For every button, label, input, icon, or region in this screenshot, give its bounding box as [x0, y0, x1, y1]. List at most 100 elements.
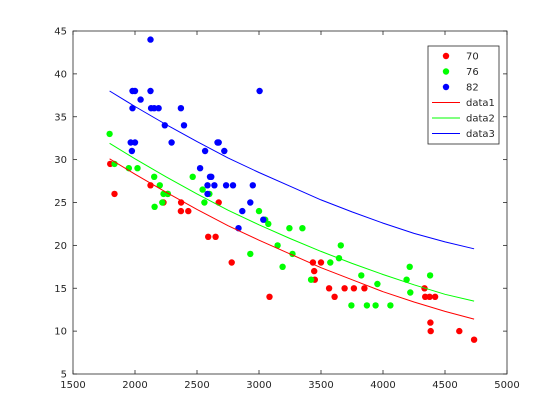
series-layer — [106, 36, 478, 343]
data-point — [196, 165, 204, 172]
data-point — [317, 259, 325, 266]
data-point — [348, 302, 355, 309]
data-point — [137, 96, 144, 103]
data-point — [147, 36, 154, 43]
data-point — [211, 182, 218, 189]
data-point — [260, 216, 267, 223]
legend-entry: data2 — [432, 114, 495, 125]
data-point — [274, 242, 281, 249]
fit-line-data2 — [109, 142, 475, 302]
data-point — [311, 267, 318, 275]
data-point — [106, 130, 113, 138]
y-tick-label: 10 — [54, 327, 67, 338]
legend: 70 76 82 data1 data2 data3 — [427, 45, 500, 145]
data-point — [361, 285, 368, 292]
data-point — [205, 233, 212, 240]
data-point — [155, 105, 162, 112]
data-point — [159, 199, 166, 206]
data-point — [427, 327, 434, 335]
data-point — [407, 289, 414, 296]
data-point — [134, 165, 141, 172]
data-point — [426, 293, 433, 300]
data-point — [286, 225, 293, 232]
data-point — [337, 242, 344, 249]
x-tick-label: 5000 — [494, 380, 519, 391]
y-tick-label: 40 — [54, 69, 67, 80]
data-point — [422, 293, 429, 300]
data-point — [431, 293, 439, 300]
legend-label: 82 — [466, 83, 479, 94]
data-point — [239, 207, 246, 215]
fit-line-data3 — [109, 90, 475, 250]
data-point — [151, 173, 158, 180]
data-point — [161, 122, 168, 129]
data-point — [201, 147, 209, 155]
legend-marker-swatch — [442, 52, 450, 60]
legend-entry: data1 — [432, 98, 495, 109]
legend-entry: 76 — [442, 67, 479, 78]
data-point — [160, 190, 167, 198]
fit-line-data1 — [109, 158, 475, 320]
data-point — [309, 259, 317, 266]
data-point — [372, 302, 379, 309]
data-point — [406, 263, 413, 270]
data-point — [215, 199, 222, 206]
data-point — [470, 336, 478, 343]
data-point — [265, 220, 272, 228]
series-data3 — [109, 90, 475, 250]
data-point — [199, 186, 206, 193]
data-point — [212, 233, 219, 240]
data-point — [204, 182, 211, 189]
x-tick-label: 2500 — [184, 380, 209, 391]
y-axis: 5 10 15 20 25 30 35 40 45 — [54, 27, 507, 381]
series-82 — [127, 36, 267, 232]
data-point — [151, 203, 158, 210]
y-tick-label: 45 — [54, 27, 67, 38]
data-point — [221, 147, 228, 155]
y-tick-label: 20 — [54, 241, 67, 252]
x-tick-label: 1500 — [60, 380, 85, 391]
y-tick-label: 30 — [54, 155, 67, 166]
data-point — [201, 199, 208, 206]
data-point — [247, 250, 254, 258]
data-point — [350, 285, 358, 292]
data-point — [325, 285, 333, 292]
series-data2 — [109, 142, 475, 302]
data-point — [180, 122, 188, 129]
data-point — [128, 147, 136, 155]
data-point — [363, 302, 371, 309]
y-tick-label: 25 — [54, 198, 67, 209]
legend-label: data2 — [466, 114, 495, 125]
data-point — [151, 105, 158, 112]
data-point — [228, 259, 235, 266]
data-point — [208, 173, 215, 180]
x-tick-label: 4000 — [370, 380, 395, 391]
legend-label: 76 — [466, 67, 479, 78]
data-point — [222, 182, 230, 189]
series-data1 — [109, 158, 475, 320]
data-point — [177, 207, 185, 215]
legend-label: data3 — [466, 129, 495, 140]
data-point — [256, 87, 263, 95]
data-point — [341, 285, 348, 292]
data-point — [177, 105, 185, 112]
data-point — [204, 190, 211, 198]
y-tick-label: 35 — [54, 112, 67, 123]
legend-entry: 82 — [442, 83, 479, 94]
data-point — [185, 207, 192, 215]
legend-box — [427, 45, 500, 145]
data-point — [456, 327, 463, 335]
data-point — [327, 259, 334, 266]
legend-entry: data3 — [432, 129, 495, 140]
data-point — [299, 225, 306, 232]
x-tick-label: 2000 — [122, 380, 147, 391]
legend-marker-swatch — [442, 68, 450, 75]
legend-label: 70 — [466, 52, 479, 63]
data-point — [131, 139, 139, 146]
data-point — [131, 87, 139, 95]
data-point — [215, 139, 222, 146]
y-tick-label: 5 — [61, 370, 67, 381]
data-point — [307, 276, 315, 283]
